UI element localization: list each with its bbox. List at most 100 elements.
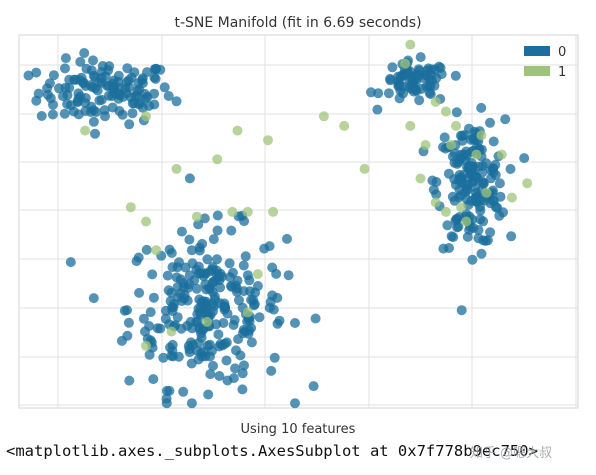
point-class-0 — [385, 73, 396, 84]
point-class-0 — [164, 244, 175, 255]
output-repr: <matplotlib.axes._subplots.AxesSubplot a… — [6, 442, 538, 460]
point-class-0 — [476, 248, 487, 259]
point-class-0 — [75, 56, 86, 67]
point-class-0 — [254, 312, 265, 323]
point-class-0 — [60, 53, 71, 64]
point-class-0 — [182, 295, 193, 306]
point-class-0 — [178, 386, 189, 397]
point-class-0 — [59, 108, 70, 119]
point-class-0 — [62, 99, 73, 109]
point-class-0 — [193, 337, 204, 348]
point-class-0 — [198, 346, 209, 357]
point-class-0 — [227, 267, 238, 278]
point-class-0 — [230, 363, 241, 374]
point-class-1 — [80, 125, 91, 136]
point-class-1 — [242, 307, 253, 318]
point-class-0 — [462, 231, 473, 242]
point-class-0 — [210, 275, 221, 286]
chart-title: t-SNE Manifold (fit in 6.69 seconds) — [174, 15, 421, 31]
point-class-0 — [479, 195, 490, 206]
point-class-1 — [496, 149, 507, 160]
point-class-1 — [522, 178, 533, 189]
point-class-0 — [161, 398, 172, 409]
point-class-1 — [446, 140, 456, 150]
point-class-1 — [476, 130, 487, 141]
point-class-0 — [222, 308, 233, 319]
point-class-0 — [47, 109, 58, 120]
point-class-0 — [212, 225, 223, 236]
point-class-0 — [134, 287, 145, 298]
scatter-points — [23, 39, 533, 409]
point-class-0 — [184, 234, 195, 245]
point-class-1 — [212, 154, 223, 165]
point-class-0 — [444, 243, 454, 253]
point-class-0 — [213, 329, 224, 340]
point-class-0 — [239, 360, 249, 371]
point-class-1 — [430, 197, 441, 208]
point-class-0 — [65, 257, 76, 268]
legend: 01 — [524, 45, 566, 80]
point-class-1 — [456, 202, 467, 213]
point-class-0 — [221, 355, 232, 366]
point-class-0 — [490, 202, 501, 213]
point-class-0 — [408, 71, 419, 82]
point-class-0 — [191, 264, 202, 275]
point-class-0 — [427, 76, 437, 86]
point-class-0 — [222, 375, 233, 386]
point-class-0 — [500, 114, 511, 125]
point-class-1 — [400, 58, 411, 69]
point-class-0 — [234, 295, 244, 306]
point-class-0 — [165, 342, 175, 353]
point-class-0 — [171, 96, 182, 107]
point-class-0 — [36, 111, 47, 121]
point-class-0 — [195, 309, 206, 320]
point-class-0 — [231, 286, 242, 297]
point-class-0 — [60, 63, 70, 74]
point-class-0 — [413, 64, 424, 75]
point-class-0 — [80, 93, 91, 103]
point-class-1 — [415, 173, 426, 184]
point-class-0 — [476, 102, 487, 113]
point-class-0 — [272, 292, 283, 303]
point-class-1 — [125, 202, 136, 213]
point-class-0 — [485, 117, 495, 128]
point-class-0 — [202, 254, 213, 265]
point-class-0 — [122, 330, 133, 341]
point-class-0 — [142, 91, 153, 102]
point-class-0 — [221, 337, 232, 348]
point-class-0 — [373, 88, 384, 99]
point-class-0 — [387, 62, 398, 73]
watermark: 知乎 @嗯大叔 — [470, 446, 553, 461]
point-class-1 — [268, 206, 279, 217]
point-class-1 — [318, 111, 329, 122]
point-class-0 — [519, 153, 530, 164]
point-class-0 — [124, 119, 135, 130]
point-class-0 — [431, 177, 442, 187]
point-class-0 — [186, 358, 197, 369]
point-class-0 — [114, 90, 125, 100]
point-class-0 — [394, 79, 405, 90]
point-class-1 — [405, 39, 416, 50]
point-class-0 — [144, 349, 155, 360]
legend-label-0: 0 — [558, 45, 566, 60]
point-class-0 — [283, 270, 294, 281]
point-class-0 — [88, 70, 99, 81]
point-class-1 — [481, 187, 492, 198]
point-class-0 — [425, 89, 436, 100]
point-class-0 — [173, 292, 184, 303]
point-class-0 — [124, 375, 135, 386]
point-class-1 — [471, 149, 482, 160]
point-class-0 — [470, 182, 481, 193]
point-class-0 — [450, 215, 461, 226]
point-class-0 — [237, 384, 248, 395]
point-class-0 — [449, 174, 460, 185]
legend-swatch-1 — [524, 66, 550, 76]
point-class-0 — [205, 369, 216, 380]
point-class-0 — [69, 74, 80, 85]
point-class-0 — [137, 78, 148, 89]
point-class-0 — [180, 262, 191, 273]
point-class-0 — [438, 142, 448, 153]
point-class-0 — [372, 104, 383, 115]
point-class-0 — [212, 254, 222, 265]
point-class-0 — [145, 307, 156, 318]
